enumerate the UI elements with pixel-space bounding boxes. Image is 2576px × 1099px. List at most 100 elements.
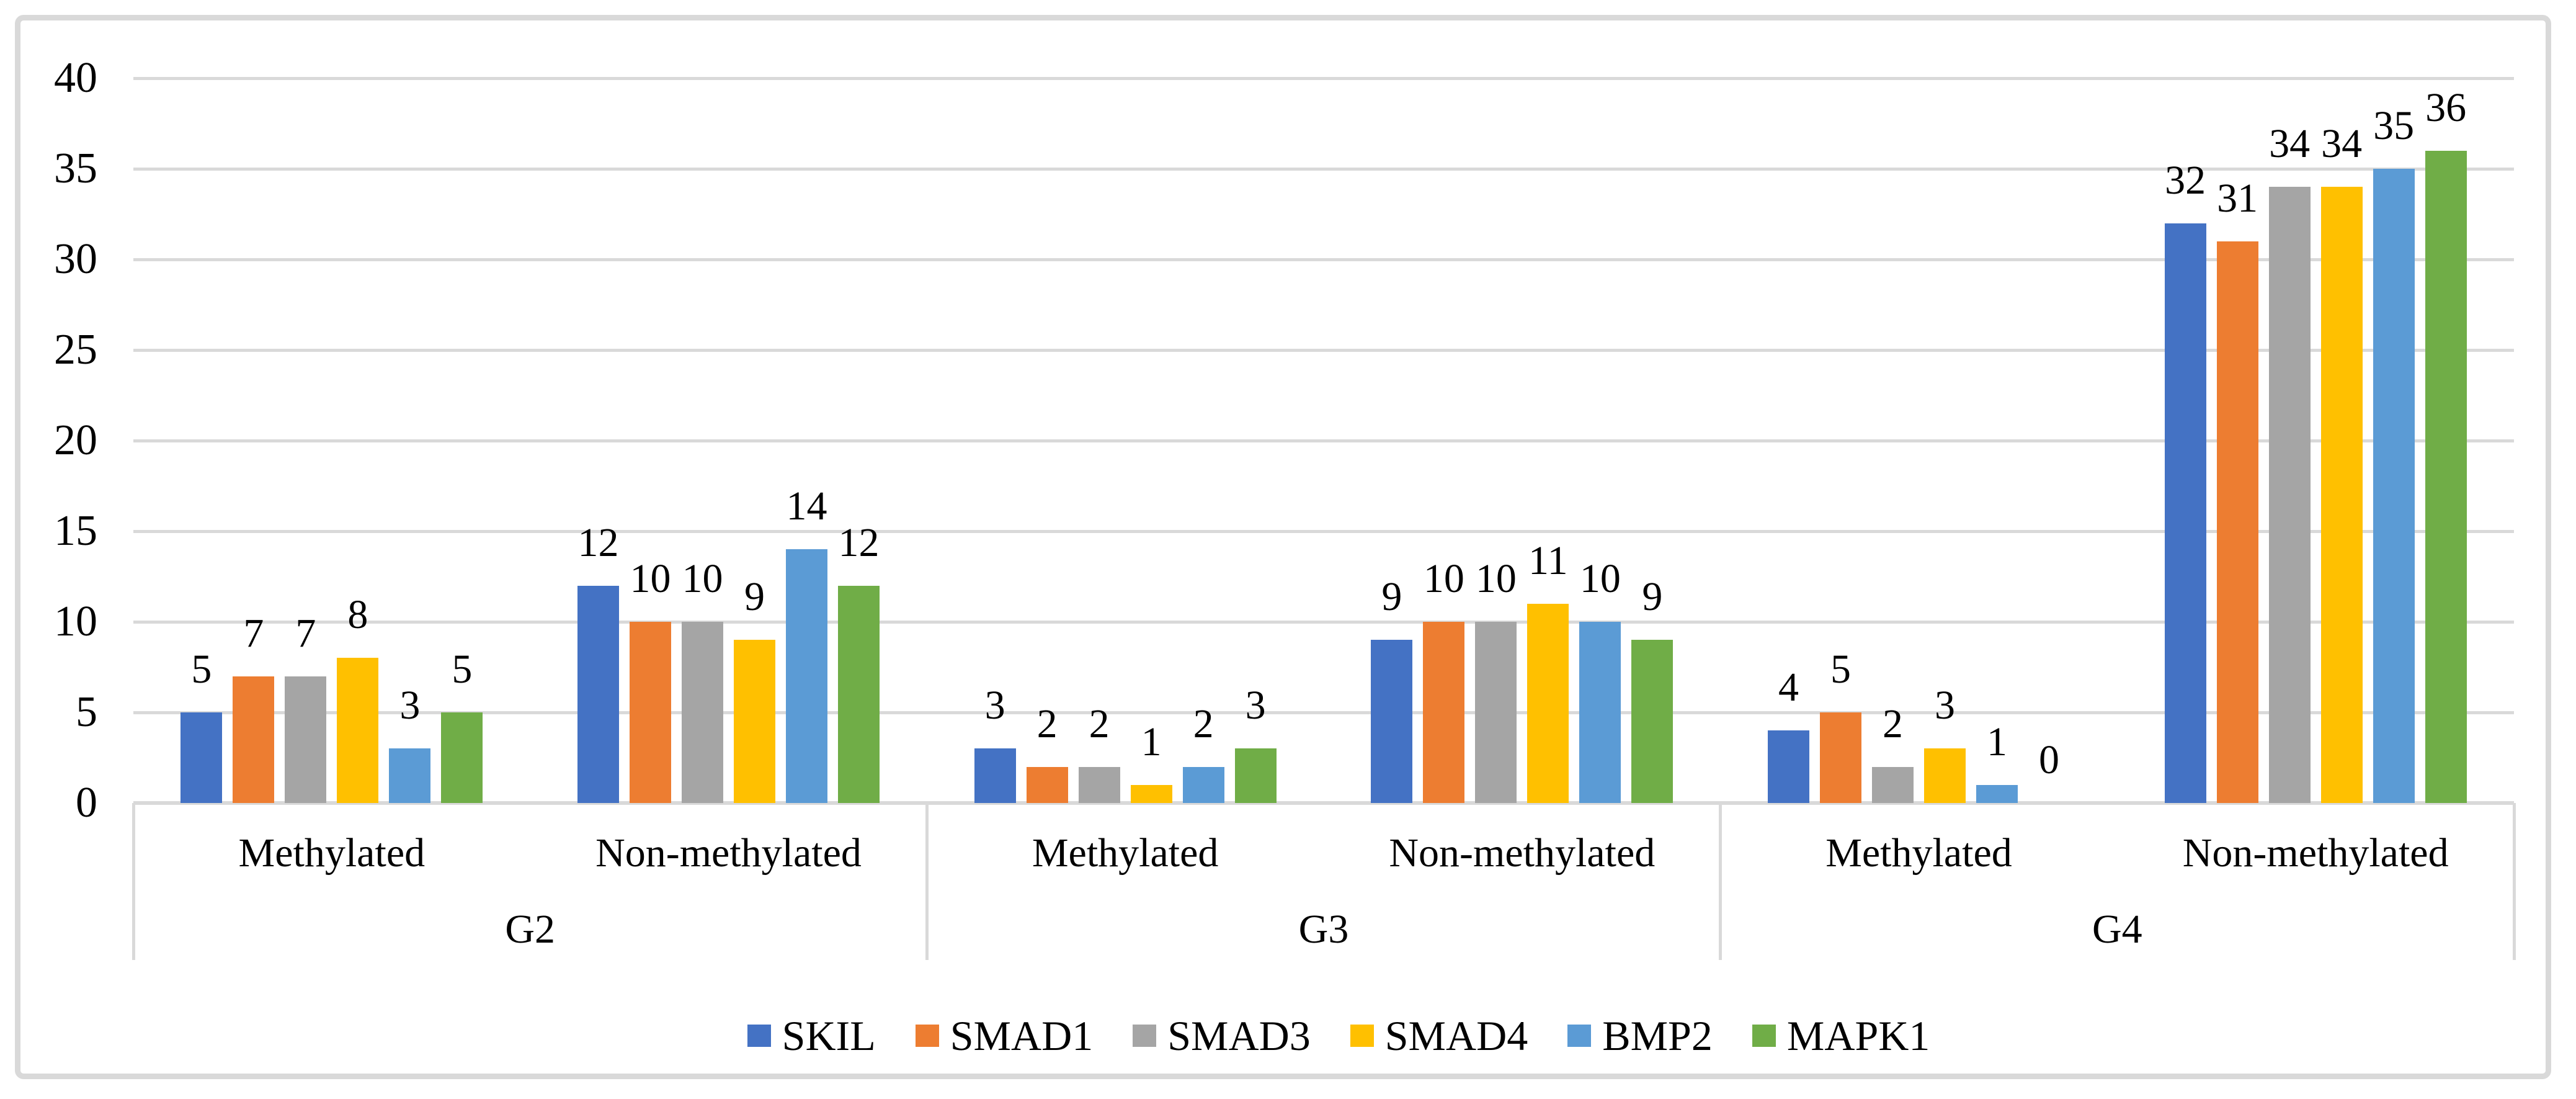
bar-value-label: 1	[1987, 719, 2007, 765]
legend-swatch-icon	[1350, 1025, 1374, 1047]
subcategory-label: Methylated	[1032, 830, 1219, 876]
bar-value-label: 5	[191, 647, 212, 692]
legend-item-mapk1: MAPK1	[1752, 1013, 1930, 1058]
bar-value-label: 31	[2217, 175, 2258, 221]
bar-value-label: 4	[1778, 665, 1799, 711]
legend: SKIL SMAD1 SMAD3 SMAD4 BMP2 MAPK1	[148, 1011, 2529, 1061]
bar-value-label: 1	[1141, 719, 1162, 765]
bar-mapk1-segment	[838, 585, 880, 803]
category-axis-divider	[1719, 803, 1723, 960]
y-axis-tick-label: 30	[54, 235, 97, 283]
bar-value-label: 7	[243, 610, 264, 656]
bar-bmp2-segment	[1579, 622, 1621, 803]
legend-item-smad1: SMAD1	[915, 1012, 1094, 1059]
bar-value-label: 34	[2269, 121, 2311, 167]
bar-skil-segment	[974, 748, 1016, 803]
bar-mapk1-segment	[1234, 748, 1277, 803]
legend-label: BMP2	[1602, 1012, 1713, 1059]
y-axis-tick-label: 10	[54, 598, 97, 645]
bar-smad1-segment	[630, 622, 671, 803]
bar-smad1-segment	[233, 676, 275, 803]
bar-smad4-segment	[337, 658, 379, 803]
subcategory-label: Non-methylated	[595, 830, 862, 876]
y-axis-tick-label: 20	[54, 416, 97, 464]
subcategory-label: Methylated	[1825, 830, 2012, 876]
legend-item-skil: SKIL	[747, 1013, 876, 1058]
bar-value-label: 10	[1475, 556, 1517, 601]
bar-value-label: 12	[838, 519, 880, 565]
gridline	[133, 258, 2514, 261]
bar-smad1-segment	[1423, 622, 1465, 803]
bar-bmp2-segment	[1182, 766, 1224, 803]
bar-value-label: 2	[1089, 701, 1110, 747]
bar-smad4-segment	[1924, 748, 1966, 803]
bar-mapk1-segment	[1631, 640, 1674, 803]
bar-smad3-segment	[1475, 622, 1517, 803]
legend-label: MAPK1	[1786, 1012, 1930, 1059]
legend-item-smad4: SMAD4	[1350, 1013, 1528, 1058]
bar-value-label: 0	[2039, 737, 2059, 783]
category-axis-divider	[2512, 803, 2516, 960]
bar-skil-segment	[1371, 640, 1413, 803]
bar-value-label: 9	[744, 574, 765, 620]
bar-bmp2-segment	[1976, 784, 2018, 803]
bar-value-label: 10	[630, 556, 671, 601]
bar-value-label: 32	[2165, 157, 2206, 203]
bar-value-label: 2	[1193, 701, 1214, 747]
bar-value-label: 5	[1830, 647, 1851, 692]
bar-skil-segment	[1768, 730, 1809, 803]
subcategory-label: Non-methylated	[1389, 830, 1656, 876]
bar-value-label: 9	[1642, 574, 1663, 620]
bar-value-label: 2	[1036, 701, 1058, 747]
gridline	[133, 530, 2514, 533]
gridline	[133, 439, 2514, 442]
subcategory-label: Non-methylated	[2182, 830, 2449, 876]
gridline	[133, 711, 2514, 714]
bar-smad4-segment	[1130, 784, 1172, 803]
bar-smad3-segment	[285, 676, 327, 803]
legend-swatch-icon	[915, 1025, 939, 1047]
bar-smad4-segment	[2320, 187, 2363, 803]
bar-skil-segment	[577, 585, 619, 803]
bar-value-label: 36	[2425, 84, 2467, 130]
bar-value-label: 35	[2373, 103, 2415, 148]
legend-label: SMAD1	[950, 1012, 1094, 1059]
bar-value-label: 10	[1579, 556, 1621, 601]
legend-swatch-icon	[1752, 1025, 1776, 1047]
legend-swatch-icon	[1133, 1025, 1157, 1047]
bar-value-label: 14	[786, 483, 827, 529]
y-axis-tick-label: 0	[76, 779, 97, 827]
legend-swatch-icon	[747, 1025, 771, 1047]
chart-figure: 5 12 3 9 4 32 7 10 2 10 5 31 7 10 2 10 2 34 8 9 1 11 3 34 3 14 2 10…	[15, 15, 2551, 1079]
bar-smad3-segment	[1078, 766, 1120, 803]
bar-value-label: 10	[1423, 556, 1464, 601]
category-axis-divider	[925, 803, 929, 960]
y-axis-tick-label: 25	[54, 326, 97, 374]
bar-value-label: 34	[2321, 121, 2363, 167]
legend-item-bmp2: BMP2	[1567, 1013, 1713, 1058]
bar-value-label: 7	[295, 610, 316, 656]
bar-smad1-segment	[1820, 712, 1861, 803]
bar-value-label: 10	[682, 556, 723, 601]
category-axis-divider	[131, 803, 135, 960]
gridline	[133, 168, 2514, 171]
group-label: G4	[2092, 907, 2142, 952]
bar-bmp2-segment	[786, 549, 827, 803]
y-axis-tick-label: 35	[54, 145, 97, 192]
bar-bmp2-segment	[389, 748, 431, 803]
bar-bmp2-segment	[2373, 169, 2415, 803]
bar-mapk1-segment	[441, 712, 483, 803]
bar-smad1-segment	[1026, 766, 1068, 803]
bar-smad3-segment	[1872, 766, 1914, 803]
y-axis-tick-label: 40	[54, 54, 97, 102]
bar-skil-segment	[2164, 223, 2206, 803]
group-label: G2	[505, 907, 555, 952]
gridline	[133, 77, 2514, 80]
bar-value-label: 3	[1935, 683, 1955, 729]
legend-item-smad3: SMAD3	[1133, 1013, 1311, 1058]
bar-smad3-segment	[2268, 187, 2311, 803]
bar-mapk1-segment	[2425, 150, 2467, 803]
bar-value-label: 12	[577, 519, 619, 565]
bar-smad1-segment	[2216, 241, 2258, 803]
bar-smad4-segment	[1527, 603, 1569, 803]
